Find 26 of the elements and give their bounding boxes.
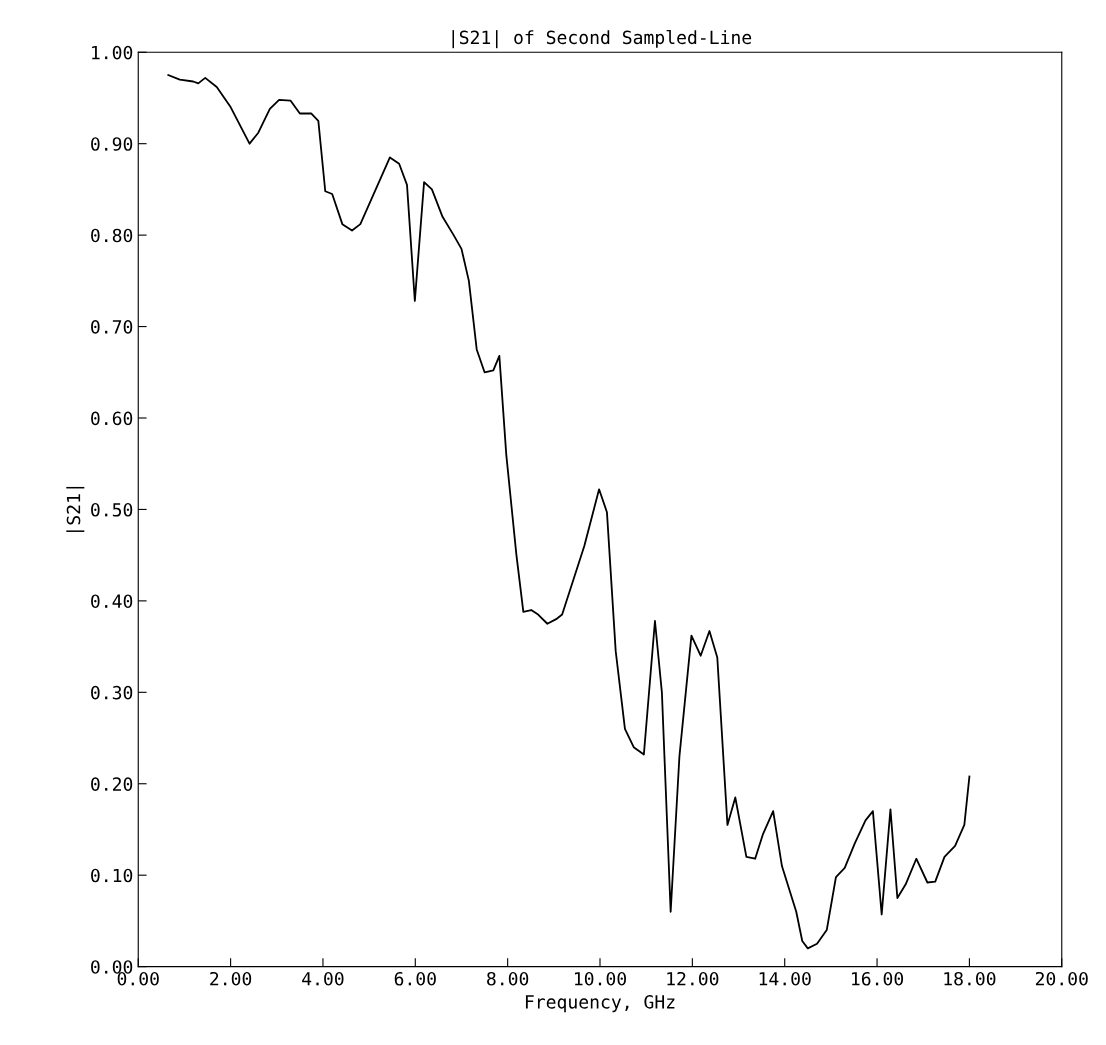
y-tick-label: 0.70 — [91, 320, 133, 334]
y-tick-label: 0.00 — [91, 960, 133, 974]
y-tick-label: 0.20 — [91, 777, 133, 791]
y-tick-label: 0.30 — [91, 685, 133, 700]
x-tick-label: 18.00 — [944, 971, 996, 986]
x-tick-label: 8.00 — [487, 971, 529, 986]
y-tick-label: 0.90 — [91, 137, 133, 151]
y-tick-label: 0.50 — [91, 502, 133, 517]
x-tick-label: 2.00 — [210, 971, 252, 986]
x-tick-label: 16.00 — [852, 971, 904, 986]
y-tick-label: 1.00 — [92, 45, 133, 60]
x-tick-label: 6.00 — [394, 971, 436, 986]
x-tick-label: 14.00 — [759, 971, 811, 986]
x-tick-label: 12.00 — [667, 971, 719, 986]
chart-title: |S21| of Second Sampled-Line — [452, 30, 752, 49]
x-tick-label: 0.00 — [117, 971, 159, 986]
line-series — [167, 74, 971, 950]
y-tick-label: 0.10 — [91, 868, 133, 883]
y-tick-label: 0.80 — [91, 228, 133, 243]
y-tick-label: 0.60 — [91, 411, 133, 426]
x-axis-title: Frequency, GHz — [525, 994, 675, 1013]
x-tick-label: 4.00 — [302, 971, 344, 986]
y-tick-label: 0.40 — [91, 594, 133, 609]
y-axis-title: |S21| — [66, 486, 85, 532]
x-tick-label: 10.00 — [575, 971, 627, 986]
x-tick-label: 20.00 — [1035, 971, 1088, 986]
